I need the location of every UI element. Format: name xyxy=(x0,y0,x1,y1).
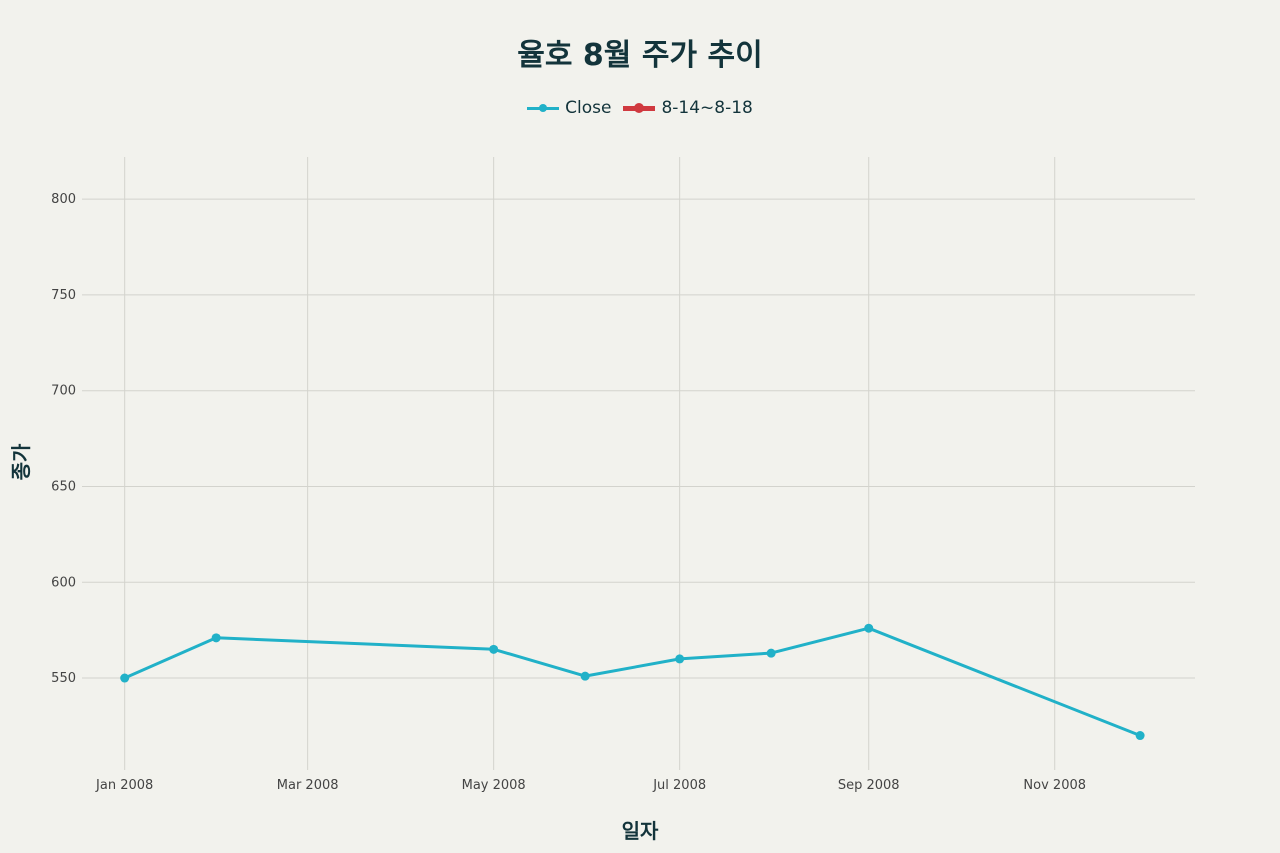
legend-swatch-highlight xyxy=(623,101,656,115)
data-point[interactable] xyxy=(675,654,685,664)
y-axis-title: 종가 xyxy=(9,443,33,480)
x-tick-label: Sep 2008 xyxy=(838,778,900,793)
x-tick-label: Jul 2008 xyxy=(652,778,706,793)
data-point[interactable] xyxy=(211,633,221,643)
y-tick-label: 750 xyxy=(51,288,76,303)
y-tick-label: 600 xyxy=(51,575,76,590)
y-tick-label: 800 xyxy=(51,192,76,207)
y-tick-label: 700 xyxy=(51,384,76,399)
legend-swatch-close xyxy=(527,101,560,115)
series-layer xyxy=(120,623,1145,741)
legend: Close 8-14~8-18 xyxy=(0,98,1280,118)
data-point[interactable] xyxy=(766,648,776,658)
data-point[interactable] xyxy=(489,644,499,654)
y-tick-label: 550 xyxy=(51,671,76,686)
series-line-0 xyxy=(123,626,1142,737)
legend-item-highlight[interactable]: 8-14~8-18 xyxy=(623,98,753,118)
chart-title: 율호 8월 주가 추이 xyxy=(517,38,763,73)
data-point[interactable] xyxy=(864,623,874,633)
legend-item-close[interactable]: Close xyxy=(527,98,611,118)
data-point[interactable] xyxy=(580,671,590,681)
data-point[interactable] xyxy=(120,673,130,683)
legend-label-close: Close xyxy=(565,98,612,118)
x-tick-label: Nov 2008 xyxy=(1023,778,1086,793)
tick-labels: 550 600 650 700 750 800 Jan 2008 Mar 2008 May 20… xyxy=(51,192,1086,793)
x-axis-title: 일자 xyxy=(622,819,659,843)
x-tick-label: Jan 2008 xyxy=(95,778,153,793)
legend-label-highlight: 8-14~8-18 xyxy=(661,98,753,118)
data-point[interactable] xyxy=(1135,731,1145,741)
x-tick-label: May 2008 xyxy=(462,778,526,793)
y-tick-label: 650 xyxy=(51,479,76,494)
x-tick-label: Mar 2008 xyxy=(277,778,339,793)
grid-lines xyxy=(82,157,1195,770)
